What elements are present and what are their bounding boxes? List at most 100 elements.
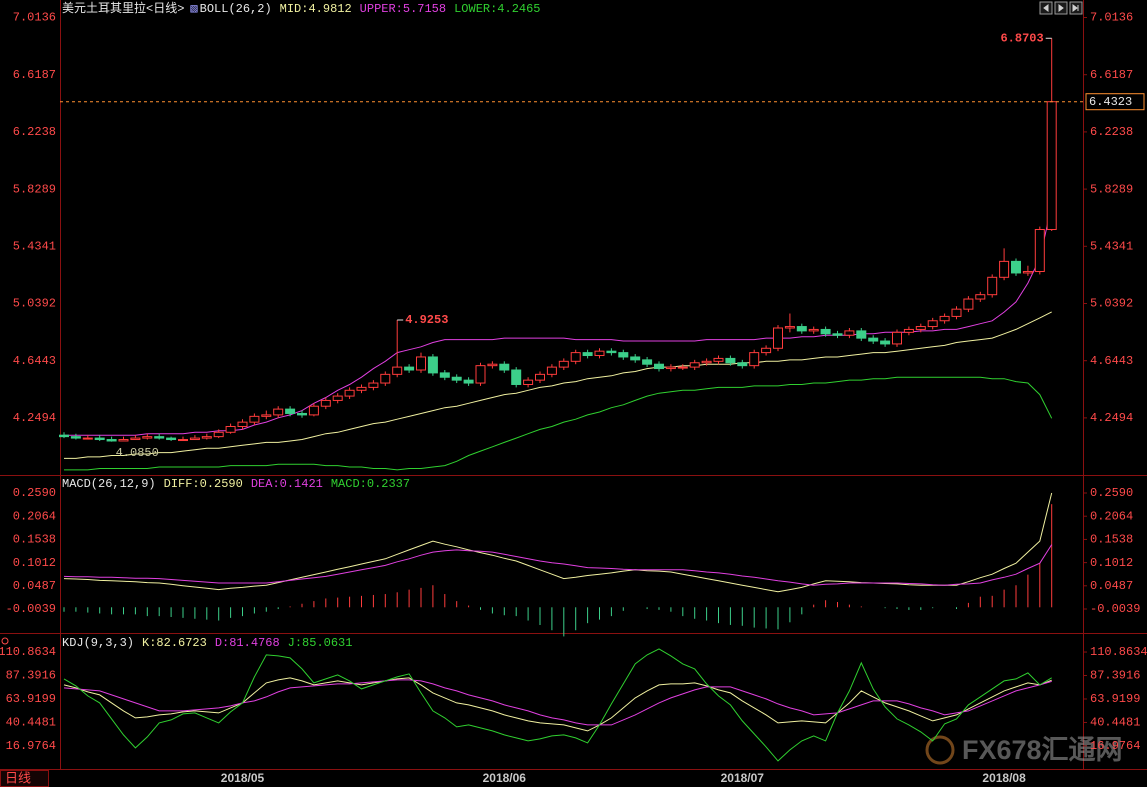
candle-body [130, 437, 141, 441]
x-tick-label: 2018/06 [483, 771, 527, 785]
candle-body [630, 356, 641, 361]
candle-body [665, 366, 676, 370]
candle-body [320, 399, 331, 407]
y-tick-label-left: 5.8289 [13, 182, 56, 196]
candle-body [166, 437, 177, 441]
panel-title: 美元土耳其里拉<日线> [62, 0, 184, 16]
panel-header: KDJ(9,3,3) K:82.6723 D:81.4768 J:85.0631 [62, 636, 352, 650]
y-tick-label-left: 6.2238 [13, 125, 56, 139]
y-tick-label-right: 63.9199 [1090, 692, 1140, 706]
legend-entry: MID:4.9812 [280, 2, 352, 16]
y-tick-label-left: 7.0136 [13, 11, 56, 25]
candle-body [856, 330, 867, 339]
y-tick-label-left: 5.4341 [13, 239, 56, 253]
candle-body [594, 350, 605, 357]
candle-body [975, 294, 986, 300]
legend-entry: MACD:0.2337 [331, 477, 410, 491]
y-tick-label-left: 0.0487 [13, 579, 56, 593]
candle-body [808, 328, 819, 332]
y-tick-label-right: 0.1538 [1090, 533, 1133, 547]
indicator-line [63, 679, 1052, 726]
candle-body [404, 366, 415, 371]
y-tick-label-right: 16.9764 [1090, 739, 1140, 753]
candle-body [1046, 101, 1057, 231]
y-tick-label-left: 0.1012 [13, 556, 56, 570]
candle-body [1034, 229, 1045, 273]
panel-header: 美元土耳其里拉<日线> ▧ BOLL(26,2) MID:4.9812 UPPER:5.… [62, 0, 541, 16]
period-tab[interactable]: 日线 [5, 771, 31, 786]
panel-title: KDJ(9,3,3) [62, 636, 134, 650]
indicator-line [63, 544, 1053, 586]
candle-body [535, 373, 545, 381]
candle-body [784, 326, 795, 329]
y-tick-label-left: 0.2590 [13, 486, 56, 500]
candle-body [487, 363, 498, 367]
candle-body [987, 276, 998, 296]
candle-body [463, 379, 474, 384]
candle-body [273, 408, 284, 416]
y-tick-label-left: 16.9764 [6, 739, 56, 753]
legend-entry: UPPER:5.7158 [360, 2, 446, 16]
candle-body [332, 395, 343, 401]
candle-body [285, 408, 296, 414]
y-tick-label-right: 6.2238 [1090, 125, 1133, 139]
candle-body [1011, 260, 1021, 274]
x-tick-label: 2018/08 [982, 771, 1026, 785]
candle-body [237, 421, 248, 427]
candle-body [725, 357, 736, 364]
legend-entry: DIFF:0.2590 [164, 477, 243, 491]
candle-body [761, 347, 772, 354]
candle-body [439, 372, 450, 378]
candle-body [570, 352, 581, 362]
candle-body [820, 328, 831, 335]
legend-entry: D:81.4768 [215, 636, 280, 650]
candle-body [844, 330, 855, 336]
legend-entry: DEA:0.1421 [251, 477, 323, 491]
candle-body [261, 414, 272, 417]
candle-body [868, 337, 879, 342]
candle-body [70, 436, 81, 439]
y-tick-label-right: 0.1012 [1090, 556, 1133, 570]
candle-body [773, 327, 783, 349]
candle-body [582, 352, 593, 357]
watermark-logo [925, 735, 955, 765]
candle-body [880, 340, 891, 345]
candle-body [94, 437, 105, 441]
indicator-line [63, 492, 1053, 593]
y-tick-label-left: 110.8634 [0, 645, 56, 659]
candle-body [178, 439, 188, 442]
y-tick-label-left: -0.0039 [6, 602, 56, 616]
y-tick-label-right: 87.3916 [1090, 669, 1140, 683]
indicator-name: BOLL(26,2) [200, 2, 272, 16]
candle-body [213, 431, 224, 438]
candle-body [82, 437, 93, 440]
low-label: 4.0850 [116, 446, 159, 460]
candle-body [499, 363, 510, 371]
legend-entry: LOWER:4.2465 [454, 2, 540, 16]
indicator-line [64, 311, 1052, 459]
y-tick-label-right: 6.6187 [1090, 68, 1133, 82]
y-tick-label-right: 40.4481 [1090, 716, 1140, 730]
candle-body [154, 436, 165, 439]
candle-body [475, 365, 486, 384]
candle-body [308, 405, 319, 416]
y-tick-label-right: 4.6443 [1090, 354, 1133, 368]
candle-body [546, 366, 557, 375]
high-label: 4.9253 [405, 313, 448, 327]
candle-body [380, 373, 391, 384]
candle-body [1022, 271, 1033, 274]
candle-body [558, 360, 569, 368]
candle-body [416, 356, 426, 371]
candle-body [606, 350, 617, 354]
candle-body [511, 369, 522, 385]
y-tick-label-left: 4.6443 [13, 354, 56, 368]
candle-body [249, 415, 260, 423]
candle-body [915, 326, 926, 330]
candle-body [106, 439, 117, 442]
y-tick-label-right: 110.8634 [1090, 645, 1147, 659]
candle-body [737, 362, 748, 367]
indicator-line [63, 648, 1052, 762]
panel-header: MACD(26,12,9) DIFF:0.2590 DEA:0.1421 MACD:0… [62, 477, 410, 491]
